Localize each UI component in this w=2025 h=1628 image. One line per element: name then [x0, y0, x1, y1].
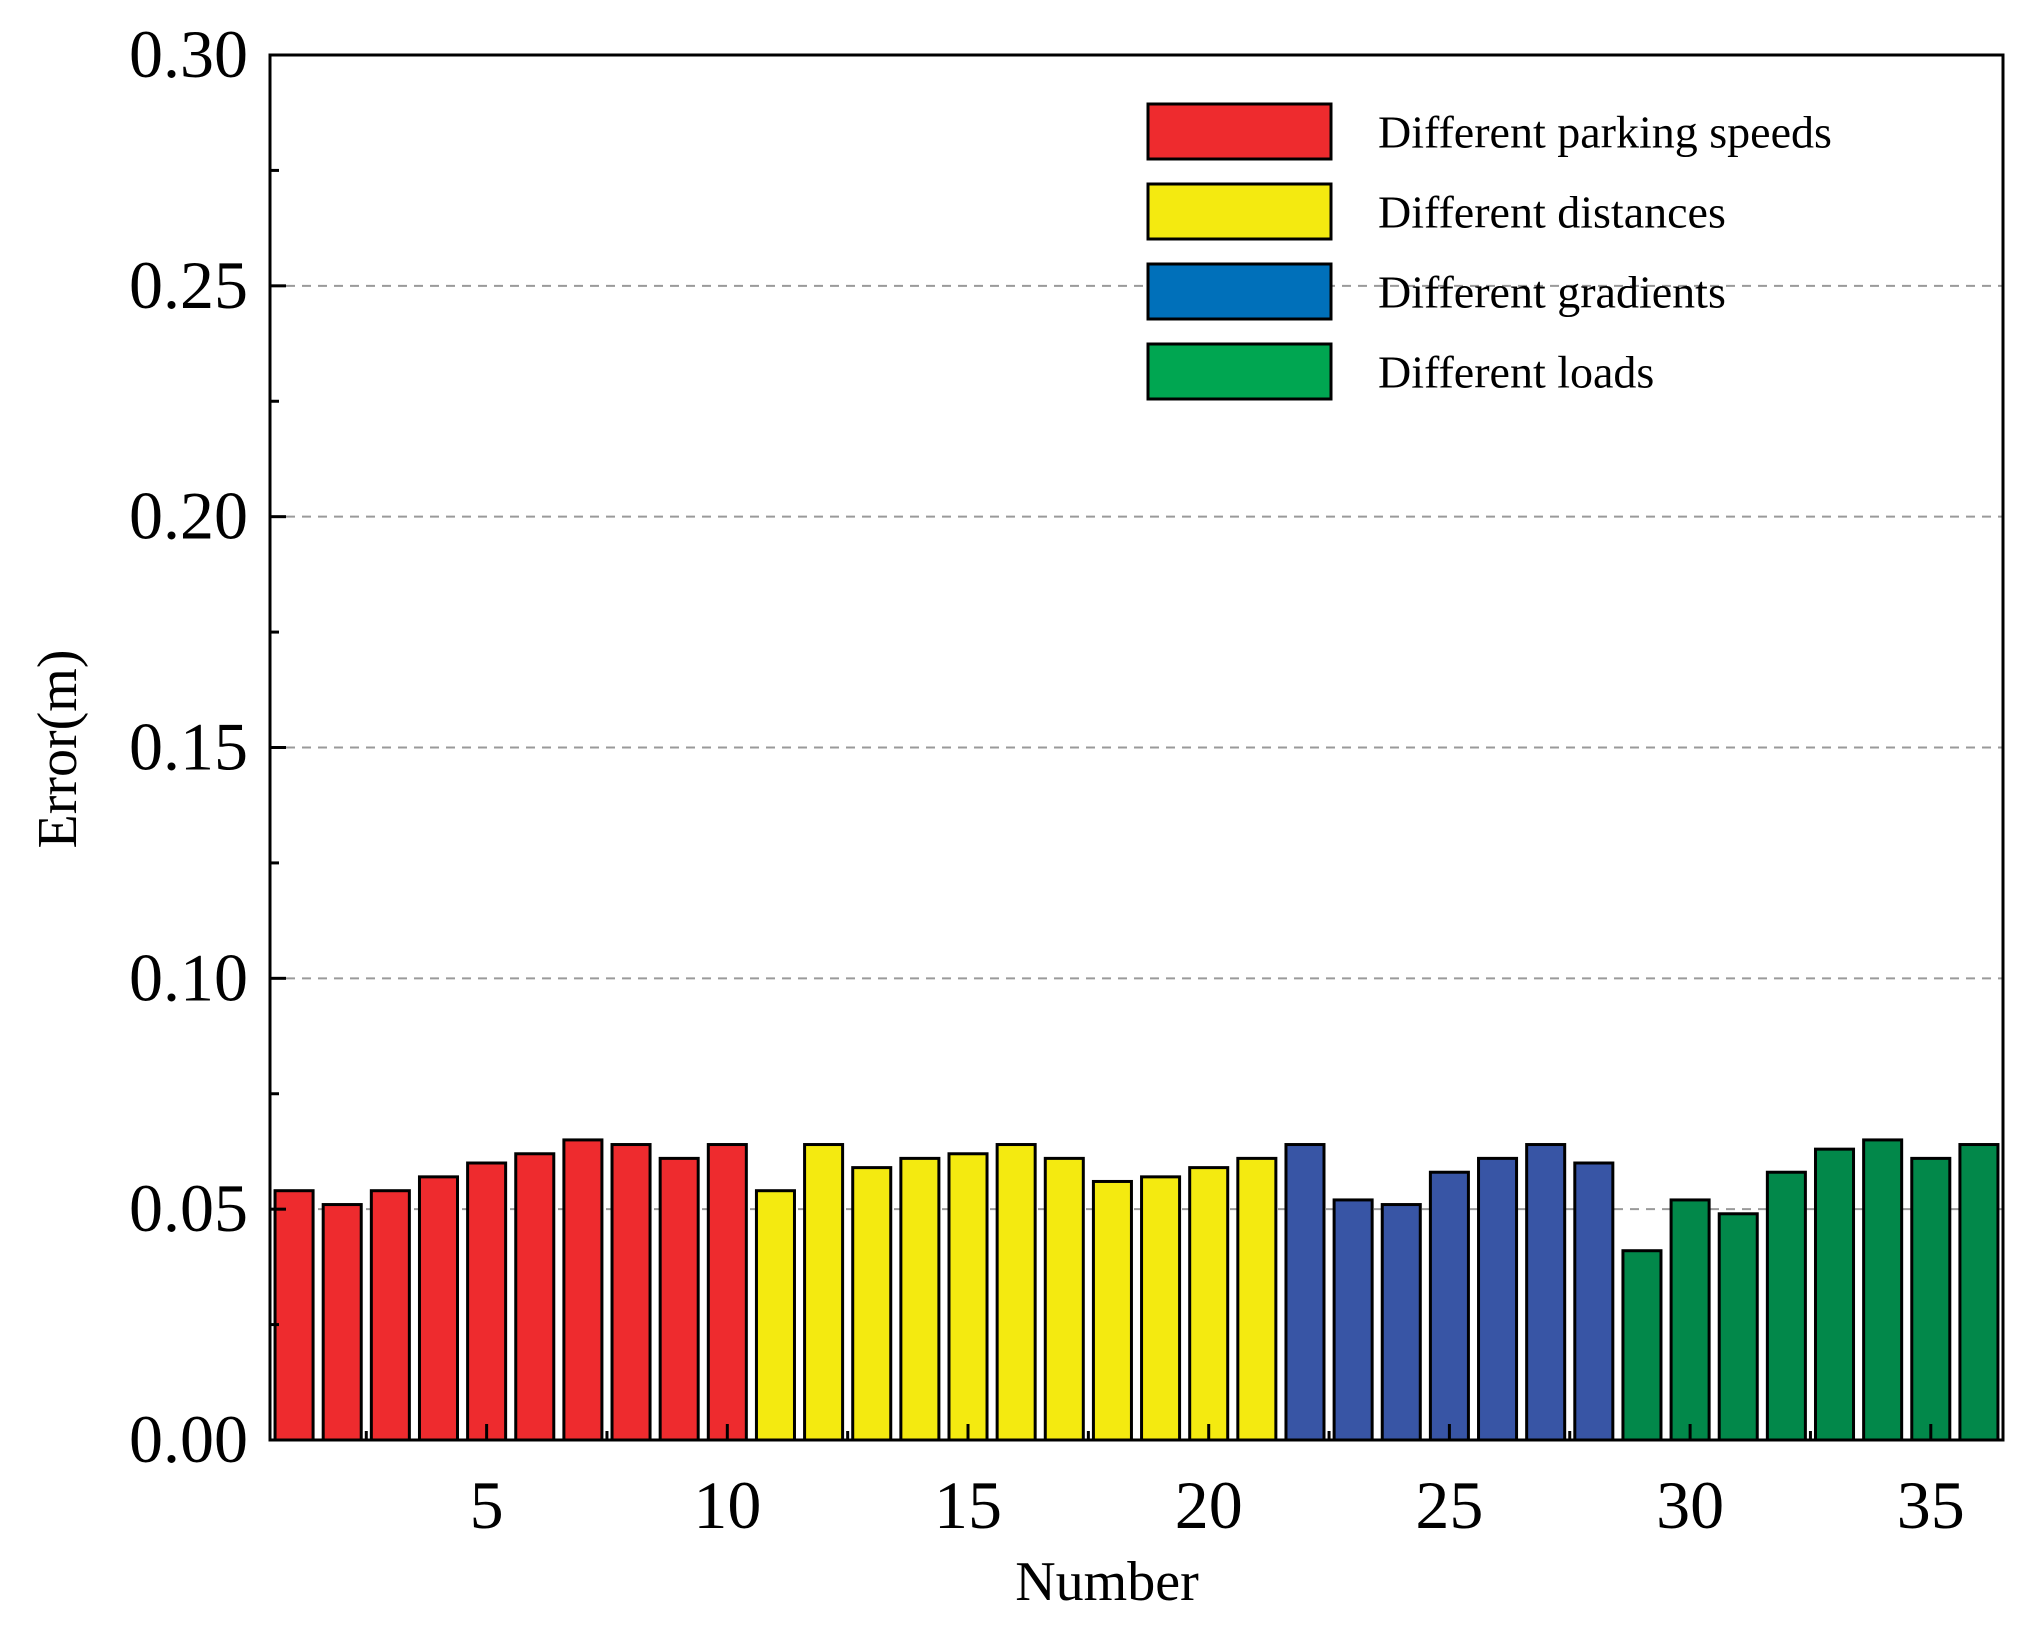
tick-labels: 0.00 0.05 0.10 0.15 0.20 0.25 0.30 5 10 15 20 25 30 3…: [129, 16, 1965, 1543]
bar-4-35: [1910, 1156, 1952, 1442]
bar-1-2: [321, 1203, 363, 1442]
y-tick-label-2: 0.10: [129, 939, 248, 1015]
x-tick-label-6: 35: [1897, 1467, 1965, 1543]
bar-2-20: [1188, 1166, 1230, 1442]
axes: [268, 53, 2005, 1442]
bar-3-27: [1525, 1143, 1567, 1442]
legend-label-2: Different distances: [1378, 187, 1726, 238]
legend-label-1: Different parking speeds: [1378, 107, 1832, 158]
legend-swatch-1: [1146, 102, 1333, 161]
bar-1-10: [706, 1143, 748, 1442]
y-tick-label-4: 0.20: [129, 478, 248, 554]
bar-2-16: [995, 1143, 1037, 1442]
y-tick-label-6: 0.30: [129, 16, 248, 92]
legend: Different parking speeds Different distan…: [1146, 102, 1832, 401]
legend-swatch-3: [1146, 262, 1333, 321]
bar-3-26: [1477, 1156, 1519, 1442]
bar-2-13: [851, 1166, 893, 1442]
legend-swatch-4: [1146, 342, 1333, 401]
bar-1-3: [369, 1189, 411, 1442]
bar-2-14: [899, 1156, 941, 1442]
bar-4-33: [1813, 1147, 1856, 1442]
y-tick-label-5: 0.25: [129, 247, 248, 323]
bar-4-30: [1669, 1198, 1711, 1442]
y-tick-label-0: 0.00: [129, 1401, 248, 1477]
x-axis-title: Number: [1015, 1551, 1199, 1613]
legend-label-3: Different gradients: [1378, 267, 1726, 318]
bar-2-12: [803, 1143, 845, 1442]
bar-1-1: [273, 1189, 315, 1442]
bar-1-8: [610, 1143, 652, 1442]
bar-1-4: [417, 1175, 460, 1442]
x-tick-label-1: 10: [693, 1467, 761, 1543]
bar-3-24: [1380, 1203, 1422, 1442]
bar-4-31: [1717, 1212, 1759, 1442]
bar-1-7: [562, 1138, 604, 1442]
bar-1-5: [466, 1161, 508, 1442]
bar-1-9: [658, 1156, 700, 1442]
bar-3-22: [1284, 1143, 1326, 1442]
bars: [273, 1138, 2000, 1442]
legend-swatch-2: [1146, 182, 1333, 241]
bar-3-28: [1573, 1161, 1615, 1442]
y-axis-title: Error(m): [27, 649, 89, 848]
bar-1-6: [514, 1152, 556, 1442]
bar-4-34: [1862, 1138, 1904, 1442]
y-tick-label-3: 0.15: [129, 709, 248, 785]
bar-4-32: [1765, 1170, 1807, 1442]
bar-2-17: [1043, 1156, 1085, 1442]
bar-4-36: [1958, 1143, 2000, 1442]
x-tick-label-0: 5: [470, 1467, 504, 1543]
grid-lines: [270, 284, 2003, 1211]
x-tick-label-3: 20: [1175, 1467, 1243, 1543]
bar-2-18: [1091, 1179, 1133, 1442]
bar-4-29: [1621, 1249, 1663, 1442]
legend-label-4: Different loads: [1378, 347, 1654, 398]
x-tick-label-2: 15: [934, 1467, 1002, 1543]
bar-2-21: [1236, 1156, 1278, 1442]
bar-2-11: [754, 1189, 796, 1442]
x-tick-label-5: 30: [1656, 1467, 1724, 1543]
bar-2-15: [947, 1152, 989, 1442]
x-tick-label-4: 25: [1415, 1467, 1483, 1543]
bar-3-25: [1428, 1170, 1470, 1442]
bar-3-23: [1332, 1198, 1374, 1442]
bar-2-19: [1140, 1175, 1182, 1442]
y-tick-label-1: 0.05: [129, 1170, 248, 1246]
